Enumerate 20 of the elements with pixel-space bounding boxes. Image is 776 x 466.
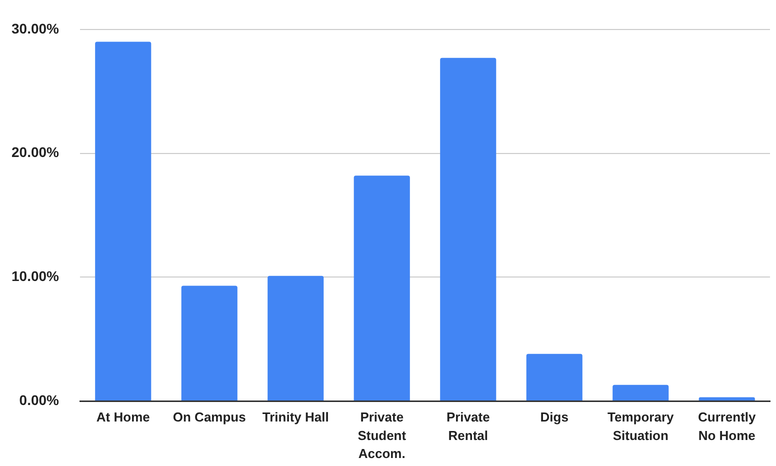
- y-tick-label: 0.00%: [19, 392, 60, 408]
- x-tick-label: Currently No Home: [698, 410, 757, 443]
- bar: [440, 58, 496, 400]
- bar: [181, 286, 238, 400]
- x-tick-label: Digs: [540, 410, 568, 425]
- x-tick-label: On Campus: [172, 410, 246, 425]
- bar: [526, 354, 582, 400]
- x-tick-label: Private Student Accom.: [358, 410, 407, 462]
- bar: [612, 384, 669, 400]
- y-tick-label: 10.00%: [12, 268, 60, 284]
- bar: [354, 176, 410, 400]
- x-tick-label: Temporary Situation: [608, 410, 675, 443]
- y-tick-label: 30.00%: [12, 20, 60, 36]
- bar: [95, 42, 152, 400]
- bar: [268, 276, 324, 400]
- bar: [698, 397, 755, 400]
- x-tick-label: At Home: [96, 410, 150, 425]
- y-tick-label: 20.00%: [12, 144, 60, 160]
- x-tick-label: Private Rental: [446, 410, 490, 443]
- x-tick-label: Trinity Hall: [262, 410, 329, 425]
